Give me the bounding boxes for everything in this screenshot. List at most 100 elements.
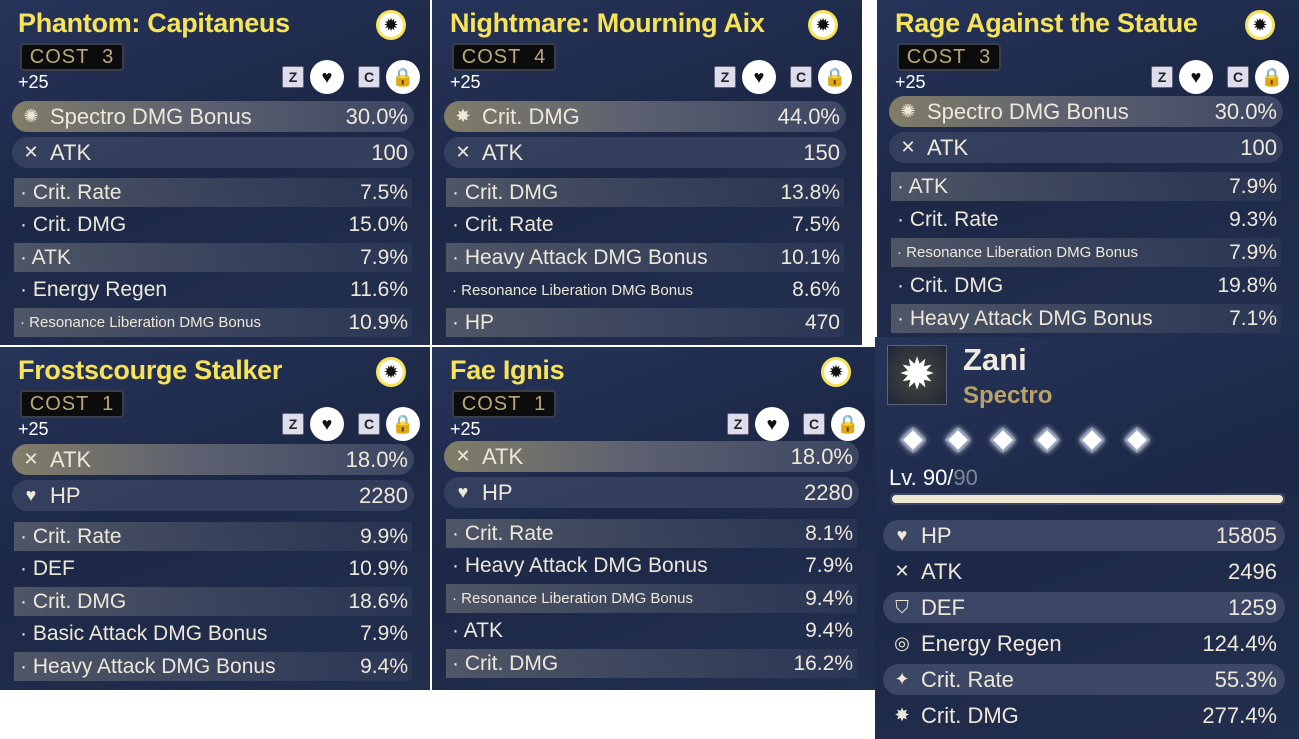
cost-badge: COST 1 [452, 390, 556, 418]
sub-stat-label: · ATK [897, 174, 948, 198]
energy-regen-icon: ◎ [894, 633, 910, 653]
sub-stat-row: · Crit. Rate 8.1% [446, 519, 857, 548]
sub-stat-label: · Resonance Liberation DMG Bonus [452, 281, 693, 299]
sub-stat-value: 7.9% [1229, 240, 1277, 264]
echo-card: Fae Ignis ✹ COST 1 +25 Z ♥ C 🔒 ✕ ATK 18.0% ♥ HP 2280 ·… [432, 347, 875, 690]
spectro-icon: ✺ [900, 101, 916, 121]
atk-icon: ✕ [23, 449, 39, 469]
sub-stat-label: · Crit. DMG [897, 273, 1004, 297]
sub-stat-label: · ATK [20, 245, 71, 269]
sub-stat-label: · Resonance Liberation DMG Bonus [20, 314, 261, 331]
sub-stat-row: · Crit. DMG 16.2% [446, 649, 857, 678]
sub-stat-row: · Crit. Rate 7.5% [446, 211, 844, 240]
sonata-set-icon: ✹ [376, 357, 406, 387]
sub-stat-value: 18.6% [348, 589, 408, 613]
sub-stat-row: · Crit. Rate 9.9% [14, 522, 412, 551]
main-stat-value: 150 [803, 139, 840, 165]
sub-stat-value: 9.4% [360, 654, 408, 678]
crit-dmg-icon: ✸ [455, 106, 471, 126]
spectro-element-icon: ✹ [887, 345, 947, 405]
sonata-set-icon: ✹ [376, 10, 406, 40]
echo-actions: Z ♥ C 🔒 [282, 407, 420, 441]
sub-stat-row: · Resonance Liberation DMG Bonus 9.4% [446, 584, 857, 613]
sub-stat-value: 7.9% [360, 622, 408, 645]
lock-button[interactable]: 🔒 [818, 60, 852, 94]
z-key-hint: Z [1151, 66, 1173, 88]
main-stat-label: ATK [50, 446, 92, 472]
stat-value: 2496 [1228, 558, 1277, 584]
sub-stat-value: 10.9% [348, 557, 408, 580]
main-stat-row: ✸ Crit. DMG 44.0% [444, 101, 846, 132]
sub-stat-label: · Heavy Attack DMG Bonus [20, 654, 276, 678]
stat-label: Energy Regen [921, 630, 1062, 656]
character-level: Lv. 90/90 [889, 465, 978, 491]
sub-stat-row: · Heavy Attack DMG Bonus 10.1% [446, 243, 844, 272]
cost-badge: COST 3 [897, 43, 1001, 71]
discard-heart-button[interactable]: ♥ [310, 407, 344, 441]
sequence-node-icon[interactable] [989, 427, 1016, 453]
cost-badge: COST 4 [452, 43, 556, 71]
lock-button[interactable]: 🔒 [386, 407, 420, 441]
sub-stat-row: · Crit. DMG 13.8% [446, 178, 844, 207]
sequence-node-icon[interactable] [1079, 427, 1105, 453]
discard-heart-button[interactable]: ♥ [742, 60, 776, 94]
c-key-hint: C [358, 66, 380, 88]
sun-icon: ✹ [811, 13, 835, 37]
stat-value: 277.4% [1202, 702, 1277, 728]
sequence-node-icon[interactable] [900, 427, 926, 453]
main-stat-row: ✕ ATK 18.0% [444, 441, 859, 472]
level-max: 90 [953, 465, 978, 490]
sub-stat-row: · Heavy Attack DMG Bonus 7.1% [891, 304, 1281, 333]
sub-stat-value: 11.6% [350, 278, 408, 301]
cost-badge: COST 1 [20, 390, 124, 418]
sub-stat-value: 8.6% [792, 278, 840, 301]
sub-stat-label: · Crit. Rate [20, 180, 122, 204]
lock-button[interactable]: 🔒 [386, 60, 420, 94]
z-key-hint: Z [727, 413, 749, 435]
lock-button[interactable]: 🔒 [831, 407, 865, 441]
hp-icon: ♥ [457, 482, 469, 502]
sub-stat-label: · HP [452, 310, 494, 334]
echo-card: Nightmare: Mourning Aix ✹ COST 4 +25 Z ♥ C 🔒 ✸ Cr… [432, 0, 862, 345]
stat-label: HP [921, 522, 952, 548]
main-stat-value: 44.0% [777, 103, 840, 129]
echo-level: +25 [450, 72, 481, 92]
sequence-node-icon[interactable] [1034, 427, 1061, 453]
sub-stat-value: 16.2% [793, 651, 853, 675]
echo-actions: Z ♥ C 🔒 [282, 60, 420, 94]
sub-stat-value: 7.9% [805, 554, 853, 577]
sub-stat-label: · Crit. Rate [897, 207, 999, 231]
atk-icon: ✕ [455, 142, 471, 162]
sub-stat-value: 7.9% [360, 245, 408, 269]
sequence-node-icon[interactable] [1124, 427, 1150, 453]
atk-icon: ✕ [23, 142, 39, 162]
atk-icon: ✕ [900, 137, 916, 157]
sub-stat-row: · HP 470 [446, 308, 844, 337]
discard-heart-button[interactable]: ♥ [1179, 60, 1213, 94]
echo-title: Frostscourge Stalker [18, 355, 283, 385]
sun-icon: ✹ [1248, 13, 1272, 37]
sub-stat-row: · Crit. DMG 18.6% [14, 587, 412, 616]
character-stat-row: ✸ Crit. DMG 277.4% [883, 700, 1285, 731]
discard-heart-button[interactable]: ♥ [310, 60, 344, 94]
echo-card: Phantom: Capitaneus ✹ COST 3 +25 Z ♥ C 🔒 ✺ Spectr… [0, 0, 430, 345]
sub-stat-label: · Crit. DMG [20, 213, 127, 236]
discard-heart-button[interactable]: ♥ [755, 407, 789, 441]
character-stat-row: ◎ Energy Regen 124.4% [883, 628, 1285, 659]
main-stat-value: 100 [1240, 134, 1277, 160]
main-stat-label: ATK [482, 139, 524, 165]
main-stat-value: 30.0% [1214, 98, 1277, 124]
echo-title: Nightmare: Mourning Aix [450, 8, 765, 38]
sub-stat-label: · Heavy Attack DMG Bonus [452, 245, 708, 269]
sub-stat-row: · Basic Attack DMG Bonus 7.9% [14, 620, 412, 649]
main-stat-value: 18.0% [345, 446, 408, 472]
sub-stat-value: 7.9% [1229, 174, 1277, 198]
sequence-node-icon[interactable] [945, 427, 971, 453]
lock-button[interactable]: 🔒 [1255, 60, 1289, 94]
character-name: Zani [963, 342, 1027, 377]
sub-stat-value: 10.9% [348, 310, 408, 334]
sub-stat-row: · Crit. DMG 15.0% [14, 211, 412, 240]
z-key-hint: Z [714, 66, 736, 88]
echo-level: +25 [450, 419, 481, 439]
main-stat-row: ✺ Spectro DMG Bonus 30.0% [889, 96, 1283, 127]
